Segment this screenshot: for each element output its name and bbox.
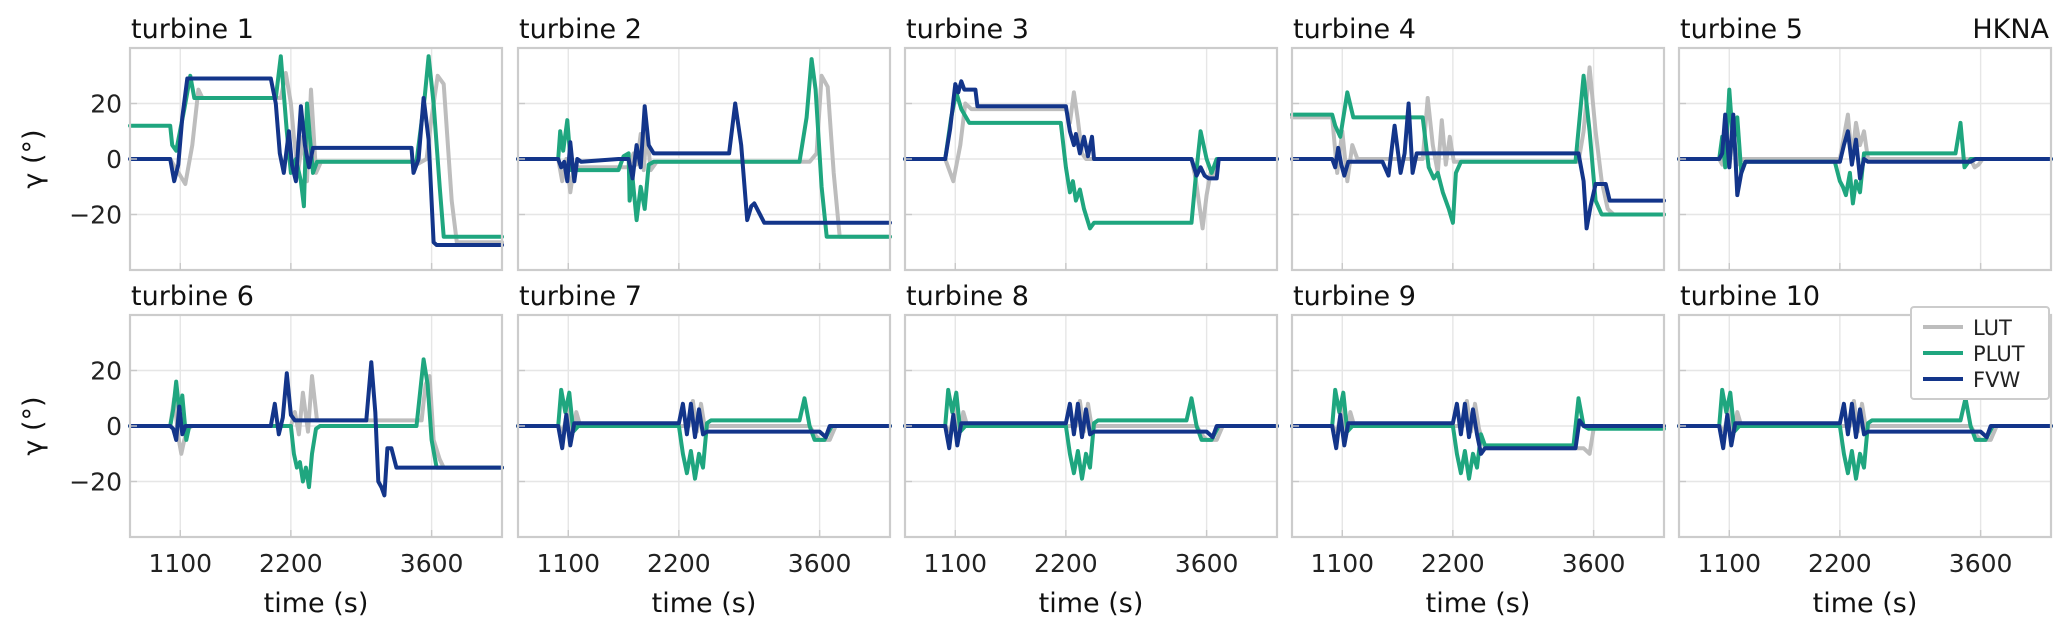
series-line-plut	[1677, 87, 2053, 206]
series-line-plut	[903, 90, 1279, 231]
panel-title: turbine 10	[1680, 281, 1820, 312]
x-axis-label: time (s)	[652, 588, 757, 619]
series-line-fvw	[1677, 112, 2053, 198]
x-tick-label: 1100	[148, 549, 212, 578]
panel-title: turbine 3	[906, 14, 1029, 45]
x-tick-label: 1100	[1697, 549, 1761, 578]
y-tick-label: 20	[90, 90, 122, 119]
x-tick-label: 1100	[923, 549, 987, 578]
panel-title: turbine 1	[131, 14, 254, 45]
panel-title: turbine 6	[131, 281, 254, 312]
panel-title: turbine 8	[906, 281, 1029, 312]
x-tick-label: 2200	[1808, 549, 1872, 578]
panel-turbine-9: turbine 9 1100 2200 3600 time (s)	[1290, 281, 1666, 619]
y-tick-label: 0	[106, 145, 122, 174]
legend-label-lut: LUT	[1973, 316, 2012, 340]
x-tick-label: 1100	[536, 549, 600, 578]
legend-label-plut: PLUT	[1973, 342, 2025, 366]
panel-turbine-5: turbine 5	[1677, 14, 2053, 272]
x-axis-label: time (s)	[1426, 588, 1531, 619]
panel-turbine-4: turbine 4	[1290, 14, 1666, 272]
y-tick-label: −20	[69, 468, 122, 497]
x-tick-label: 3600	[1175, 549, 1239, 578]
series-line-plut	[1290, 73, 1666, 225]
series-line-fvw	[1677, 401, 2053, 451]
x-axis-label: time (s)	[264, 588, 369, 619]
x-tick-label: 2200	[1421, 549, 1485, 578]
panel-turbine-8: turbine 8 1100 2200 3600 time (s)	[903, 281, 1279, 619]
panel-turbine-3: turbine 3	[903, 14, 1279, 272]
series-line-fvw	[516, 101, 892, 225]
series-line-plut	[1290, 387, 1666, 481]
series-line-fvw	[903, 401, 1279, 451]
y-axis-label: γ (°)	[18, 129, 49, 188]
x-axis-label: time (s)	[1813, 588, 1918, 619]
panel-title: turbine 2	[519, 14, 642, 45]
y-tick-label: 0	[106, 412, 122, 441]
panel-title: turbine 7	[519, 281, 642, 312]
x-tick-label: 2200	[647, 549, 711, 578]
x-tick-label: 2200	[1034, 549, 1098, 578]
x-tick-label: 3600	[400, 549, 464, 578]
legend-box	[1910, 306, 2050, 400]
panel-turbine-6: turbine 6 −20 0 20 γ (°) 1100 2200 3600 time (s)	[18, 281, 504, 619]
figure-label: HKNA	[1972, 14, 2049, 45]
x-axis-label: time (s)	[1039, 588, 1144, 619]
series-line-fvw	[1290, 101, 1666, 231]
y-axis-label: γ (°)	[18, 396, 49, 455]
x-tick-label: 3600	[788, 549, 852, 578]
series-line-fvw	[516, 401, 892, 451]
series-line-fvw	[128, 76, 504, 247]
x-tick-label: 1100	[1310, 549, 1374, 578]
y-tick-label: −20	[69, 201, 122, 230]
x-tick-label: 3600	[1949, 549, 2013, 578]
series-line-fvw	[128, 360, 504, 498]
y-tick-label: 20	[90, 357, 122, 386]
legend-label-fvw: FVW	[1973, 368, 2020, 392]
series-line-plut	[516, 57, 892, 239]
series-line-fvw	[903, 79, 1279, 181]
x-tick-label: 2200	[259, 549, 323, 578]
panel-turbine-1: turbine 1 −20 0 20 γ (°)	[18, 14, 504, 272]
panel-title: turbine 5	[1680, 14, 1803, 45]
panel-turbine-7: turbine 7 1100 2200 3600 time (s)	[516, 281, 892, 619]
panel-title: turbine 9	[1293, 281, 1416, 312]
series-line-fvw	[1290, 401, 1666, 456]
series-line-lut	[128, 374, 504, 470]
panel-turbine-2: turbine 2	[516, 14, 892, 272]
series-line-lut	[516, 73, 892, 239]
x-tick-label: 3600	[1562, 549, 1626, 578]
panel-title: turbine 4	[1293, 14, 1416, 45]
